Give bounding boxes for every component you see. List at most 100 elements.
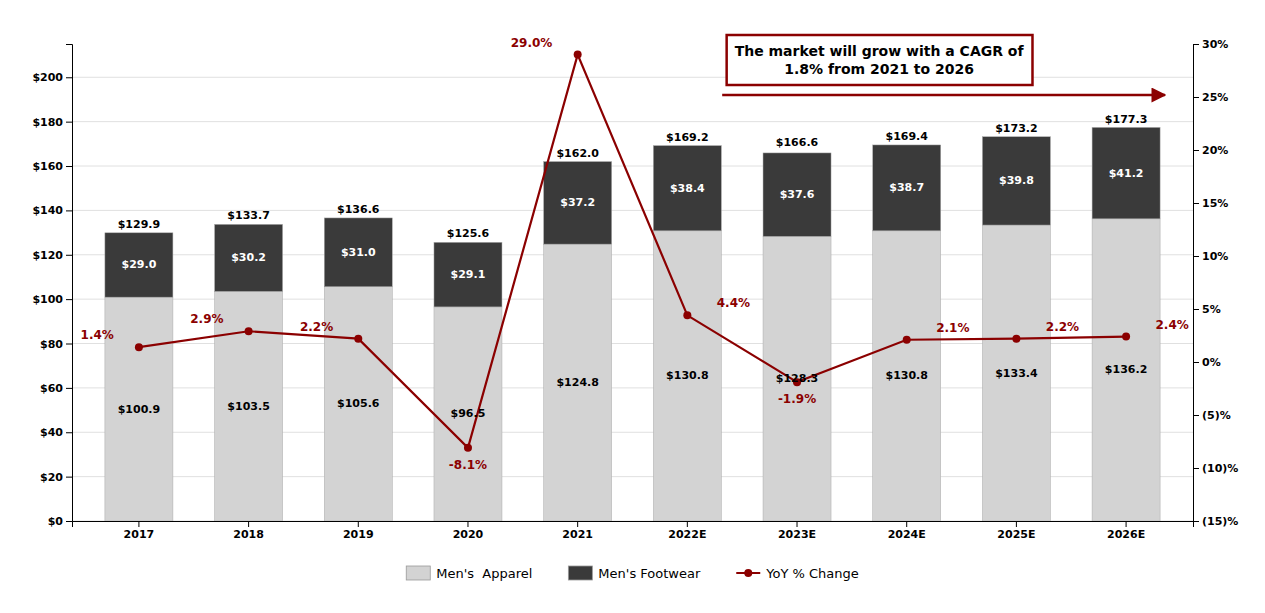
tick: 2019 [343, 521, 374, 541]
tick-mark [1193, 203, 1199, 204]
tick-label: 25% [1202, 91, 1228, 104]
bar [105, 233, 173, 297]
tick-mark [1193, 362, 1199, 363]
data-label: 2.4% [1156, 318, 1189, 332]
bar [653, 231, 721, 521]
tick: 2017 [124, 521, 155, 541]
legend-label: YoY % Change [765, 566, 859, 581]
total-label: $169.2 [666, 131, 708, 144]
data-label: 4.4% [717, 296, 750, 310]
tick-label: $60 [40, 382, 63, 395]
total-label: $162.0 [556, 147, 599, 160]
tick-label: $80 [40, 338, 63, 351]
bar [763, 153, 831, 236]
bar [215, 224, 283, 291]
line-series [135, 51, 1130, 452]
total-label: $169.4 [885, 130, 928, 143]
legend-item: YoY % Change [736, 566, 859, 581]
tick-mark [1193, 256, 1199, 257]
tick: $200 [32, 71, 72, 84]
tick-mark [66, 299, 72, 300]
marker [464, 444, 472, 452]
tick-mark [1016, 521, 1017, 527]
total-label: $173.2 [995, 122, 1037, 135]
tick-label: $180 [32, 116, 63, 129]
tick: 5% [1193, 303, 1221, 316]
line [139, 55, 1126, 448]
bar [873, 231, 941, 521]
tick-mark [1126, 521, 1127, 527]
tick-mark [1193, 415, 1199, 416]
tick: 2026E [1107, 521, 1145, 541]
tick: $120 [32, 249, 72, 262]
tick: 2020 [453, 521, 484, 541]
data-label: $105.6 [337, 397, 380, 410]
tick-label: 5% [1202, 303, 1221, 316]
bar [1092, 219, 1160, 521]
data-label: $133.4 [995, 367, 1038, 380]
data-label: -8.1% [449, 458, 487, 472]
tick-label: (5)% [1202, 409, 1231, 422]
annotation-line: 1.8% from 2021 to 2026 [784, 61, 974, 77]
data-label: $38.4 [670, 182, 705, 195]
total-label: $177.3 [1105, 113, 1147, 126]
tick-mark [66, 521, 72, 522]
bar [544, 162, 612, 245]
annotation-text: The market will grow with a CAGR of1.8% … [735, 43, 1025, 77]
y-axis: $0$20$40$60$80$100$120$140$160$180$200 [32, 45, 72, 529]
marks [105, 51, 1160, 521]
tick-mark [358, 521, 359, 527]
data-label: $31.0 [341, 246, 376, 259]
legend-label: Men's Footwear [598, 566, 701, 581]
data-label: $128.3 [776, 372, 818, 385]
tick-label: 30% [1202, 38, 1228, 51]
data-label: $29.1 [451, 268, 486, 281]
data-label: 2.2% [300, 320, 333, 334]
bar [434, 242, 502, 307]
tick-label: 2021 [562, 528, 593, 541]
data-label: $100.9 [118, 403, 160, 416]
total-label: $129.9 [118, 218, 160, 231]
tick-label: $100 [32, 293, 63, 306]
tick-mark [138, 521, 139, 527]
bar [544, 244, 612, 521]
tick-label: $140 [32, 204, 63, 217]
tick-mark [66, 477, 72, 478]
marker [1122, 333, 1130, 341]
tick: 20% [1193, 144, 1228, 157]
annotation-arrow [722, 94, 1165, 97]
data-label: $29.0 [122, 258, 157, 271]
legend-swatch [568, 566, 592, 580]
tick: (10)% [1193, 462, 1238, 475]
data-label: 1.4% [81, 328, 114, 342]
grid [72, 77, 1193, 521]
tick-mark [66, 122, 72, 123]
total-label: $133.7 [227, 209, 269, 222]
tick: $180 [32, 116, 72, 129]
x-axis: 201720182019202020212022E2023E2024E2025E… [73, 521, 1194, 541]
annotation-box [727, 35, 1033, 85]
tick-mark [66, 432, 72, 433]
tick-mark [1193, 44, 1199, 45]
tick-mark [1193, 468, 1199, 469]
legend-marker [744, 569, 752, 577]
total-label: $125.6 [447, 227, 490, 240]
tick-label: 2017 [124, 528, 155, 541]
tick: 0% [1193, 356, 1221, 369]
tick: 2025E [997, 521, 1035, 541]
tick-mark [248, 521, 249, 527]
bar [105, 297, 173, 521]
tick: 2018 [233, 521, 264, 541]
tick-label: 2018 [233, 528, 264, 541]
tick-mark [797, 521, 798, 527]
tick-mark [1193, 309, 1199, 310]
marker [574, 51, 582, 59]
tick-label: 20% [1202, 144, 1228, 157]
tick-mark [66, 388, 72, 389]
axis-line [1194, 45, 1200, 522]
data-label: $30.2 [231, 251, 266, 264]
tick: $60 [40, 382, 72, 395]
tick-label: $200 [32, 71, 63, 84]
data-label: 2.1% [936, 321, 969, 335]
tick-label: 2023E [778, 528, 816, 541]
